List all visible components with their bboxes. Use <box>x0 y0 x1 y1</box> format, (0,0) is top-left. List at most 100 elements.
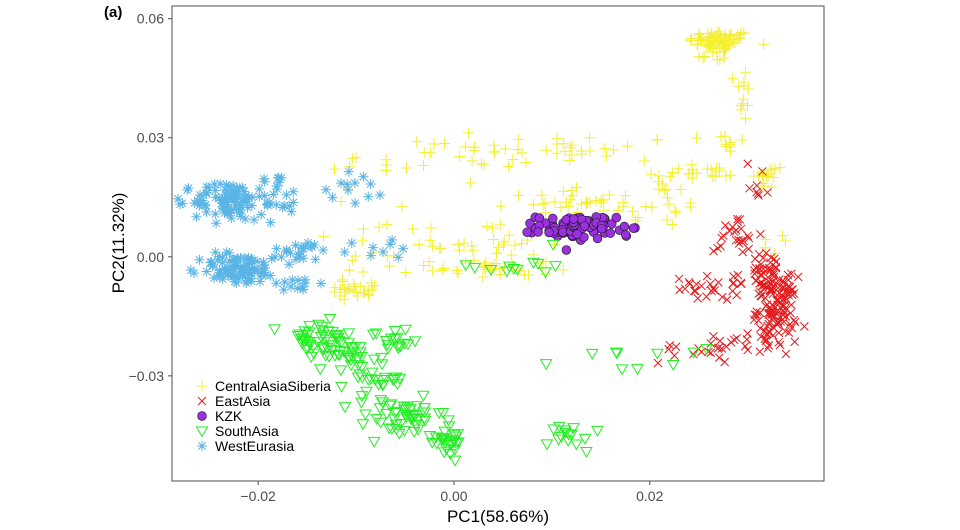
point-SouthAsia <box>410 401 423 413</box>
point-CentralAsiaSiberia <box>478 261 490 273</box>
point-SouthAsia <box>314 331 328 343</box>
point-WestEurasia <box>231 200 242 211</box>
point-SouthAsia <box>307 348 321 360</box>
point-CentralAsiaSiberia <box>664 171 676 183</box>
point-SouthAsia <box>375 359 389 371</box>
point-WestEurasia <box>233 273 244 284</box>
point-CentralAsiaSiberia <box>427 240 439 252</box>
x-tick-label: −0.02 <box>240 488 276 504</box>
point-EastAsia <box>782 287 792 297</box>
point-WestEurasia <box>256 209 267 220</box>
point-SouthAsia <box>361 374 375 386</box>
point-SouthAsia <box>297 332 310 344</box>
point-EastAsia <box>717 292 727 302</box>
point-SouthAsia <box>374 352 388 364</box>
point-WestEurasia <box>201 206 212 217</box>
point-WestEurasia <box>393 252 404 263</box>
point-WestEurasia <box>238 186 249 197</box>
point-WestEurasia <box>244 258 255 269</box>
point-SouthAsia <box>391 343 405 355</box>
point-WestEurasia <box>285 248 296 259</box>
point-EastAsia <box>790 317 800 327</box>
point-WestEurasia <box>321 184 332 195</box>
point-SouthAsia <box>303 321 316 333</box>
point-CentralAsiaSiberia <box>466 155 478 167</box>
point-WestEurasia <box>237 268 248 279</box>
point-SouthAsia <box>390 406 403 418</box>
point-CentralAsiaSiberia <box>423 256 435 268</box>
point-SouthAsia <box>323 313 337 325</box>
point-WestEurasia <box>271 278 282 289</box>
point-EastAsia <box>684 277 694 287</box>
plot-panel <box>171 5 825 482</box>
point-SouthAsia <box>356 419 370 431</box>
point-CentralAsiaSiberia <box>768 171 780 183</box>
point-EastAsia <box>774 328 784 338</box>
point-WestEurasia <box>246 200 257 211</box>
point-SouthAsia <box>389 372 403 384</box>
point-EastAsia <box>733 214 742 224</box>
point-SouthAsia <box>449 438 463 450</box>
point-WestEurasia <box>276 252 287 263</box>
point-SouthAsia <box>374 417 388 429</box>
point-SouthAsia <box>408 336 422 348</box>
series-EastAsia <box>653 159 809 368</box>
point-SouthAsia <box>397 401 411 413</box>
point-EastAsia <box>758 167 767 176</box>
legend-item-CentralAsiaSiberia: CentralAsiaSiberia <box>196 378 331 394</box>
point-EastAsia <box>709 246 718 256</box>
point-SouthAsia <box>322 351 336 363</box>
point-SouthAsia <box>381 339 394 351</box>
point-WestEurasia <box>231 277 242 288</box>
point-SouthAsia <box>387 414 401 426</box>
point-KZK <box>548 213 558 224</box>
point-WestEurasia <box>228 180 239 191</box>
point-WestEurasia <box>242 202 253 213</box>
point-CentralAsiaSiberia <box>603 189 615 201</box>
point-SouthAsia <box>397 425 411 437</box>
point-WestEurasia <box>241 193 252 204</box>
point-CentralAsiaSiberia <box>742 83 754 95</box>
point-EastAsia <box>713 243 722 253</box>
point-WestEurasia <box>224 265 235 276</box>
point-SouthAsia <box>355 397 368 409</box>
point-KZK <box>619 221 630 232</box>
point-CentralAsiaSiberia <box>760 234 772 246</box>
point-CentralAsiaSiberia <box>718 34 730 46</box>
point-CentralAsiaSiberia <box>329 163 341 175</box>
point-CentralAsiaSiberia <box>669 205 681 217</box>
legend-item-SouthAsia: SouthAsia <box>195 423 279 439</box>
point-CentralAsiaSiberia <box>380 164 392 176</box>
point-SouthAsia <box>546 239 560 251</box>
point-WestEurasia <box>254 191 265 202</box>
point-SouthAsia <box>381 343 395 355</box>
point-EastAsia <box>761 336 771 346</box>
point-SouthAsia <box>448 455 462 467</box>
point-CentralAsiaSiberia <box>452 238 464 250</box>
point-EastAsia <box>744 233 754 243</box>
point-CentralAsiaSiberia <box>434 242 446 254</box>
point-EastAsia <box>709 331 718 341</box>
series-SouthAsia <box>268 239 713 467</box>
point-WestEurasia <box>309 239 320 250</box>
point-SouthAsia <box>384 333 398 345</box>
point-EastAsia <box>751 276 761 285</box>
point-EastAsia <box>756 287 765 297</box>
point-WestEurasia <box>222 208 233 219</box>
point-CentralAsiaSiberia <box>705 163 717 175</box>
point-SouthAsia <box>351 372 365 384</box>
point-SouthAsia <box>484 265 498 276</box>
point-EastAsia <box>764 328 774 338</box>
point-CentralAsiaSiberia <box>713 165 725 177</box>
point-KZK <box>592 233 603 244</box>
point-SouthAsia <box>549 261 562 273</box>
point-WestEurasia <box>200 200 211 211</box>
point-CentralAsiaSiberia <box>536 189 548 201</box>
point-WestEurasia <box>208 273 219 284</box>
point-CentralAsiaSiberia <box>343 264 355 276</box>
point-WestEurasia <box>358 171 369 182</box>
point-WestEurasia <box>286 206 297 217</box>
point-SouthAsia <box>547 424 561 436</box>
point-CentralAsiaSiberia <box>413 238 425 250</box>
